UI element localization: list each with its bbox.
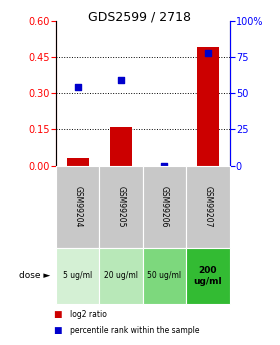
Text: ■: ■ bbox=[53, 310, 62, 319]
Text: 200
ug/ml: 200 ug/ml bbox=[193, 266, 222, 286]
Text: GSM99207: GSM99207 bbox=[203, 186, 213, 228]
Text: GDS2599 / 2718: GDS2599 / 2718 bbox=[88, 10, 192, 23]
Point bbox=[119, 77, 123, 83]
Text: ■: ■ bbox=[53, 326, 62, 335]
Text: 20 ug/ml: 20 ug/ml bbox=[104, 272, 138, 280]
Text: 50 ug/ml: 50 ug/ml bbox=[148, 272, 181, 280]
Text: percentile rank within the sample: percentile rank within the sample bbox=[70, 326, 199, 335]
Bar bbox=[67, 158, 88, 166]
Point bbox=[162, 163, 167, 168]
Text: 5 ug/ml: 5 ug/ml bbox=[63, 272, 92, 280]
Text: log2 ratio: log2 ratio bbox=[70, 310, 107, 319]
Point bbox=[75, 85, 80, 90]
Bar bbox=[197, 47, 219, 166]
Point bbox=[206, 50, 210, 56]
Text: dose ►: dose ► bbox=[19, 272, 50, 280]
Bar bbox=[110, 127, 132, 166]
Text: GSM99206: GSM99206 bbox=[160, 186, 169, 228]
Text: GSM99205: GSM99205 bbox=[116, 186, 126, 228]
Text: GSM99204: GSM99204 bbox=[73, 186, 82, 228]
